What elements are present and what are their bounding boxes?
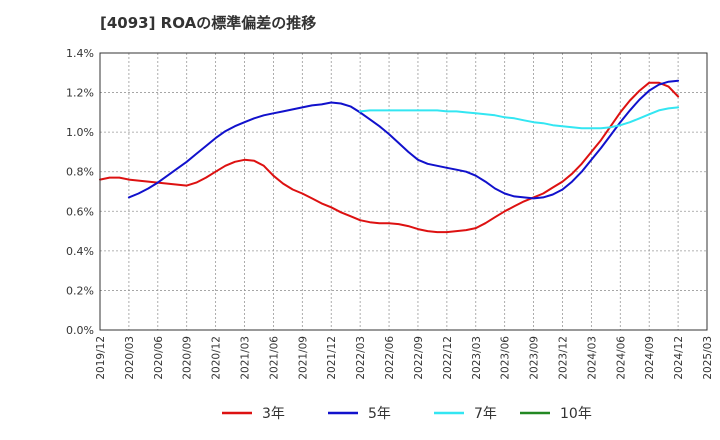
y-tick-label: 0.6% — [66, 205, 94, 218]
x-tick-label: 2022/09 — [413, 336, 425, 380]
x-tick-label: 2020/09 — [182, 336, 194, 380]
y-tick-label: 1.0% — [66, 126, 94, 139]
x-axis-ticks: 2019/12 2020/03 2020/06 2020/09 2020/12 2021/… — [95, 336, 714, 380]
x-tick-label: 2025/03 — [702, 336, 714, 380]
y-tick-label: 0.0% — [66, 324, 94, 337]
x-tick-label: 2024/12 — [673, 336, 685, 380]
x-tick-label: 2023/06 — [500, 336, 512, 380]
x-tick-label: 2020/06 — [153, 336, 165, 380]
grid-lines — [100, 53, 707, 330]
legend-label: 10年 — [560, 406, 592, 422]
x-tick-label: 2024/06 — [615, 336, 627, 380]
x-tick-label: 2024/03 — [586, 336, 598, 380]
x-tick-label: 2021/03 — [240, 336, 252, 380]
plot-background — [100, 53, 707, 330]
x-tick-label: 2020/03 — [124, 336, 136, 380]
x-tick-label: 2020/12 — [211, 336, 223, 380]
y-axis-ticks: 0.0% 0.2% 0.4% 0.6% 0.8% 1.0% 1.2% 1.4% — [66, 47, 94, 337]
x-tick-label: 2024/09 — [644, 336, 656, 380]
series-line-3年 — [99, 81, 680, 234]
legend: 3年 5年 7年 10年 — [222, 406, 592, 422]
plot-border — [99, 52, 708, 331]
x-tick-label: 2023/03 — [471, 336, 483, 380]
x-tick-label: 2021/12 — [326, 336, 338, 380]
x-tick-label: 2021/06 — [268, 336, 280, 380]
x-tick-label: 2019/12 — [95, 336, 107, 380]
y-tick-label: 0.2% — [66, 284, 94, 297]
series-line-7年 — [359, 106, 680, 130]
legend-label: 5年 — [368, 406, 391, 422]
legend-label: 3年 — [262, 406, 285, 422]
y-tick-label: 0.8% — [66, 166, 94, 179]
x-tick-label: 2021/09 — [297, 336, 309, 380]
y-tick-label: 1.4% — [66, 47, 94, 60]
series-line-5年 — [127, 79, 680, 200]
y-tick-label: 1.2% — [66, 87, 94, 100]
legend-label: 7年 — [474, 406, 497, 422]
chart-title: [4093] ROAの標準偏差の推移 — [100, 14, 317, 32]
x-tick-label: 2022/12 — [442, 336, 454, 380]
x-tick-label: 2022/06 — [384, 336, 396, 380]
series-lines — [99, 79, 680, 234]
y-tick-label: 0.4% — [66, 245, 94, 258]
x-tick-label: 2022/03 — [355, 336, 367, 380]
x-tick-label: 2023/09 — [529, 336, 541, 380]
x-tick-label: 2023/12 — [557, 336, 569, 380]
